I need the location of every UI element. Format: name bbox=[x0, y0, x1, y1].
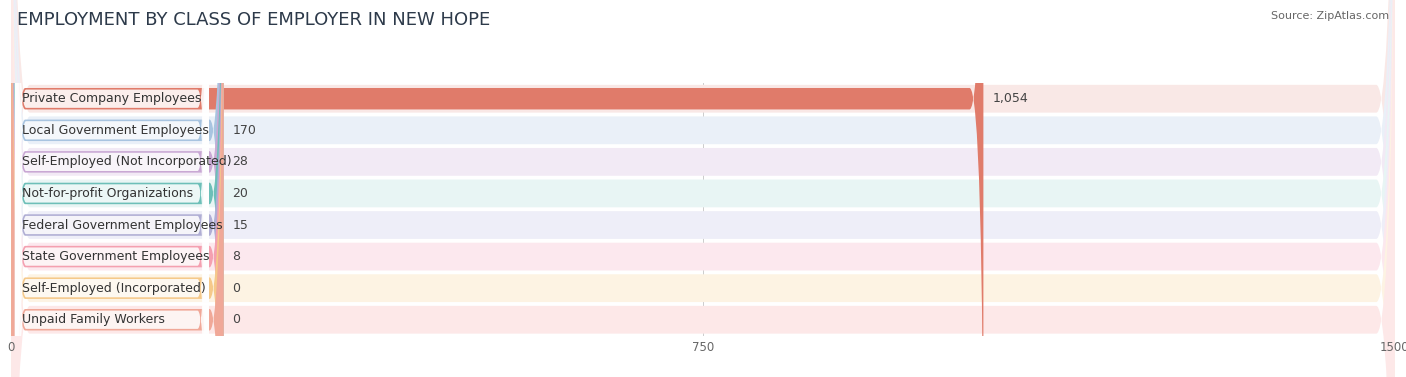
Text: 28: 28 bbox=[232, 155, 249, 169]
Text: EMPLOYMENT BY CLASS OF EMPLOYER IN NEW HOPE: EMPLOYMENT BY CLASS OF EMPLOYER IN NEW H… bbox=[17, 11, 491, 29]
FancyBboxPatch shape bbox=[11, 0, 1395, 377]
FancyBboxPatch shape bbox=[15, 0, 208, 377]
Text: 20: 20 bbox=[232, 187, 249, 200]
Text: 15: 15 bbox=[232, 219, 249, 231]
FancyBboxPatch shape bbox=[11, 0, 224, 377]
FancyBboxPatch shape bbox=[15, 0, 208, 377]
FancyBboxPatch shape bbox=[11, 0, 224, 377]
Text: Private Company Employees: Private Company Employees bbox=[22, 92, 201, 105]
FancyBboxPatch shape bbox=[15, 0, 208, 377]
FancyBboxPatch shape bbox=[11, 0, 224, 377]
Text: Source: ZipAtlas.com: Source: ZipAtlas.com bbox=[1271, 11, 1389, 21]
FancyBboxPatch shape bbox=[11, 0, 983, 377]
Text: Self-Employed (Not Incorporated): Self-Employed (Not Incorporated) bbox=[22, 155, 232, 169]
Text: Local Government Employees: Local Government Employees bbox=[22, 124, 209, 137]
Text: Federal Government Employees: Federal Government Employees bbox=[22, 219, 224, 231]
Text: 170: 170 bbox=[232, 124, 256, 137]
Text: 0: 0 bbox=[232, 282, 240, 295]
Text: Unpaid Family Workers: Unpaid Family Workers bbox=[22, 313, 165, 326]
FancyBboxPatch shape bbox=[11, 0, 1395, 377]
Text: 8: 8 bbox=[232, 250, 240, 263]
Text: 0: 0 bbox=[232, 313, 240, 326]
FancyBboxPatch shape bbox=[11, 0, 224, 377]
Text: State Government Employees: State Government Employees bbox=[22, 250, 209, 263]
Text: 1,054: 1,054 bbox=[993, 92, 1028, 105]
Text: Not-for-profit Organizations: Not-for-profit Organizations bbox=[22, 187, 194, 200]
Text: Self-Employed (Incorporated): Self-Employed (Incorporated) bbox=[22, 282, 207, 295]
FancyBboxPatch shape bbox=[15, 0, 208, 377]
FancyBboxPatch shape bbox=[15, 0, 208, 377]
FancyBboxPatch shape bbox=[11, 0, 1395, 377]
FancyBboxPatch shape bbox=[11, 0, 224, 377]
FancyBboxPatch shape bbox=[11, 0, 224, 377]
FancyBboxPatch shape bbox=[11, 0, 1395, 377]
FancyBboxPatch shape bbox=[15, 0, 208, 377]
FancyBboxPatch shape bbox=[15, 0, 208, 377]
FancyBboxPatch shape bbox=[11, 0, 1395, 377]
FancyBboxPatch shape bbox=[11, 0, 1395, 377]
FancyBboxPatch shape bbox=[11, 0, 1395, 377]
FancyBboxPatch shape bbox=[15, 0, 208, 377]
FancyBboxPatch shape bbox=[11, 0, 1395, 377]
FancyBboxPatch shape bbox=[11, 0, 224, 377]
